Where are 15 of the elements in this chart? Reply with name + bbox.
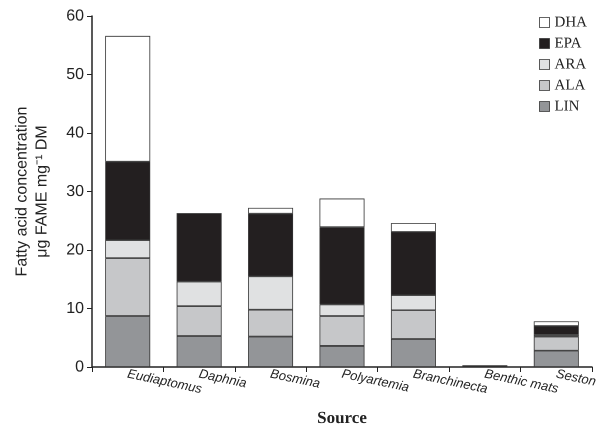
legend-label: LIN <box>554 98 580 114</box>
y-tick-label: 50 <box>66 66 84 83</box>
y-tick-label: 40 <box>66 124 84 142</box>
y-tick-label: 30 <box>66 183 84 200</box>
y-tick-label: 60 <box>66 8 84 24</box>
x-axis-title: Source <box>317 408 368 427</box>
legend-label: EPA <box>554 36 582 52</box>
legend-label: ALA <box>554 78 586 94</box>
y-axis-title: Fatty acid concentration μg FAME mg⁻¹ DM <box>14 106 50 276</box>
y-tick-label: 0 <box>75 358 84 376</box>
legend-label: ARA <box>554 56 586 72</box>
x-tick-label: Bosmina <box>269 366 322 391</box>
y-tick-label: 10 <box>66 300 84 317</box>
y-tick-label: 20 <box>66 242 84 258</box>
legend-label: DHA <box>554 14 588 30</box>
